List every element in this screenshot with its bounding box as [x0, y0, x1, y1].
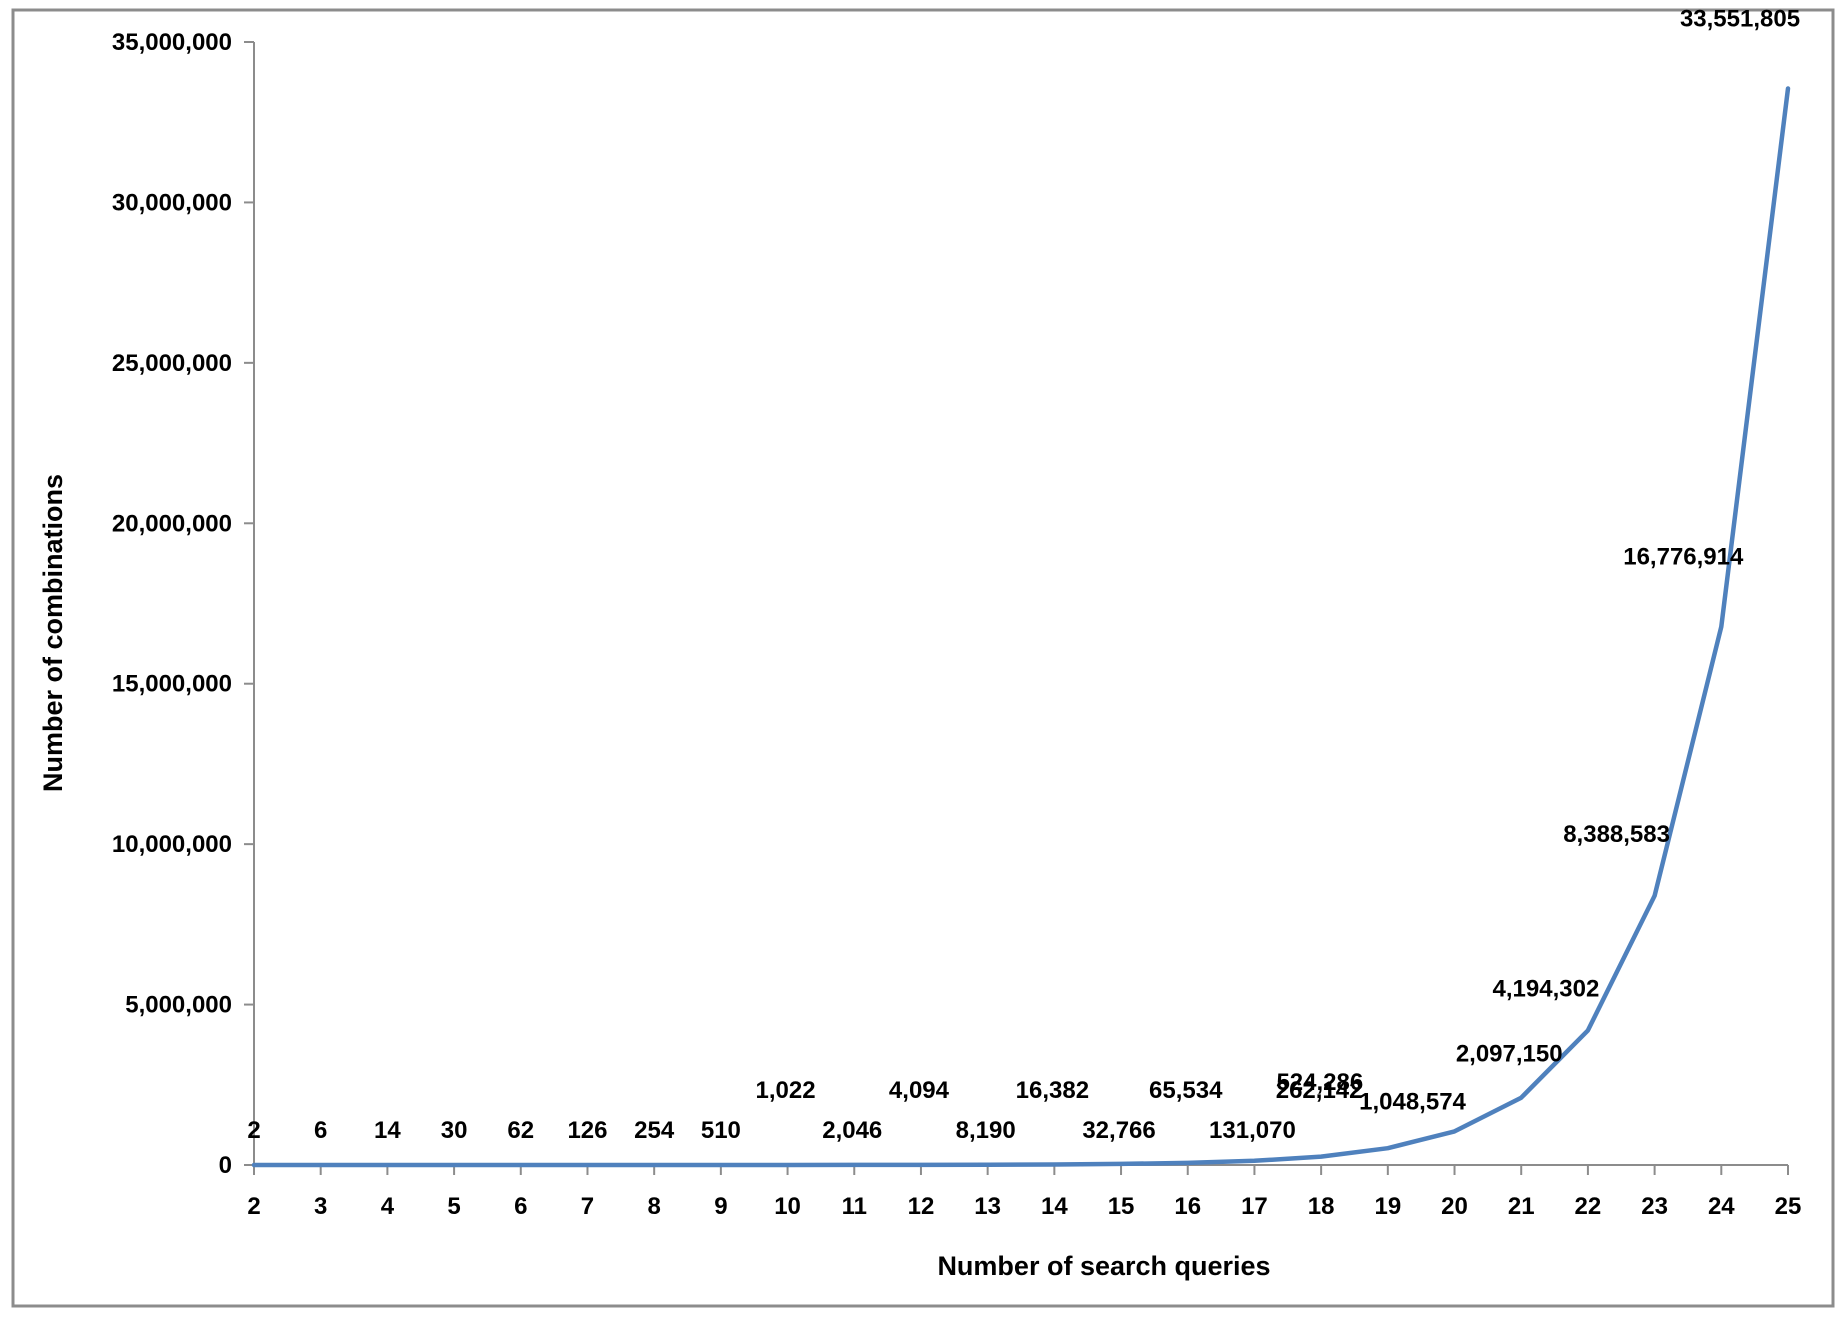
x-tick-label: 23: [1641, 1193, 1668, 1220]
x-tick-label: 13: [974, 1193, 1001, 1220]
data-label: 65,534: [1149, 1077, 1223, 1104]
data-label: 262,142: [1276, 1077, 1363, 1104]
series-layer: [251, 86, 1791, 1168]
x-tick-label: 17: [1241, 1193, 1268, 1220]
x-tick-label: 22: [1575, 1193, 1602, 1220]
data-label: 33,551,805: [1680, 5, 1800, 32]
data-label: 16,382: [1016, 1077, 1089, 1104]
data-label: 2,097,150: [1456, 1041, 1563, 1068]
x-tick-label: 3: [314, 1193, 327, 1220]
x-tick-label: 11: [842, 1193, 867, 1220]
series-line: [251, 86, 1791, 1168]
x-tick-label: 8: [647, 1193, 660, 1220]
y-tick-label: 10,000,000: [112, 831, 232, 858]
x-tick-label: 25: [1775, 1193, 1802, 1220]
x-tick-label: 24: [1708, 1193, 1735, 1220]
x-tick-label: 9: [714, 1193, 727, 1220]
data-label: 8,388,583: [1563, 821, 1670, 848]
x-tick-label: 20: [1441, 1193, 1468, 1220]
data-label-layer: 2 6 14 30 62 126 254 5101,0222,0464,0948,19016,…: [247, 5, 1800, 1144]
y-axis: 0 5,000,000 10,000,000 15,000,000 20,000,000…: [112, 29, 255, 1179]
y-tick-label: 5,000,000: [125, 992, 232, 1019]
y-tick-label: 15,000,000: [112, 671, 232, 698]
data-label: 4,194,302: [1493, 975, 1600, 1002]
x-tick-label: 19: [1374, 1193, 1401, 1220]
x-tick-label: 18: [1308, 1193, 1335, 1220]
data-label: 4,094: [889, 1077, 950, 1104]
data-label: 2: [247, 1117, 260, 1144]
x-tick-label: 14: [1041, 1193, 1068, 1220]
data-label: 62: [507, 1117, 534, 1144]
data-label: 30: [441, 1117, 468, 1144]
x-tick-label: 10: [774, 1193, 801, 1220]
x-tick-label: 21: [1508, 1193, 1535, 1220]
data-label: 16,776,914: [1623, 544, 1744, 571]
data-label: 14: [374, 1117, 401, 1144]
x-tick-label: 6: [514, 1193, 527, 1220]
data-label: 2,046: [822, 1117, 882, 1144]
data-label: 254: [634, 1117, 675, 1144]
x-tick-label: 4: [381, 1193, 395, 1220]
y-tick-label: 25,000,000: [112, 350, 232, 377]
data-label: 32,766: [1082, 1117, 1155, 1144]
data-label: 1,048,574: [1359, 1088, 1466, 1115]
data-label: 510: [701, 1117, 741, 1144]
y-tick-label: 30,000,000: [112, 189, 232, 216]
y-axis-title: Number of combinations: [38, 474, 68, 792]
x-tick-label: 7: [581, 1193, 594, 1220]
data-label: 524,286: [1276, 1069, 1363, 1096]
x-tick-label: 5: [447, 1193, 460, 1220]
chart-border: [11, 8, 1835, 1308]
y-tick-label: 35,000,000: [112, 29, 232, 56]
data-label: 6: [314, 1117, 327, 1144]
data-label: 126: [567, 1117, 607, 1144]
y-tick-label: 20,000,000: [112, 510, 232, 537]
x-tick-label: 12: [908, 1193, 935, 1220]
y-tick-label: 0: [219, 1152, 232, 1179]
x-tick-label: 16: [1174, 1193, 1201, 1220]
data-label: 131,070: [1209, 1117, 1296, 1144]
x-axis-title: Number of search queries: [937, 1251, 1270, 1281]
data-label: 8,190: [956, 1117, 1016, 1144]
x-tick-label: 15: [1108, 1193, 1135, 1220]
data-label: 1,022: [756, 1077, 816, 1104]
x-tick-label: 2: [247, 1193, 260, 1220]
